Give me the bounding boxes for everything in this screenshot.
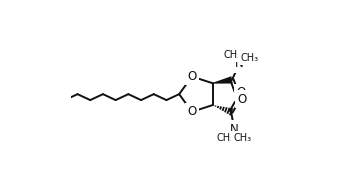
Text: CH₃: CH₃ [217, 133, 235, 143]
Text: N: N [230, 122, 238, 135]
Text: O: O [187, 105, 197, 118]
Text: CH₃: CH₃ [240, 53, 258, 63]
Text: CH₃: CH₃ [234, 133, 252, 143]
Text: CH₃: CH₃ [223, 50, 241, 60]
Polygon shape [213, 76, 233, 84]
Text: O: O [237, 93, 247, 106]
Text: O: O [236, 86, 245, 99]
Text: O: O [187, 70, 197, 83]
Text: N: N [235, 57, 244, 70]
